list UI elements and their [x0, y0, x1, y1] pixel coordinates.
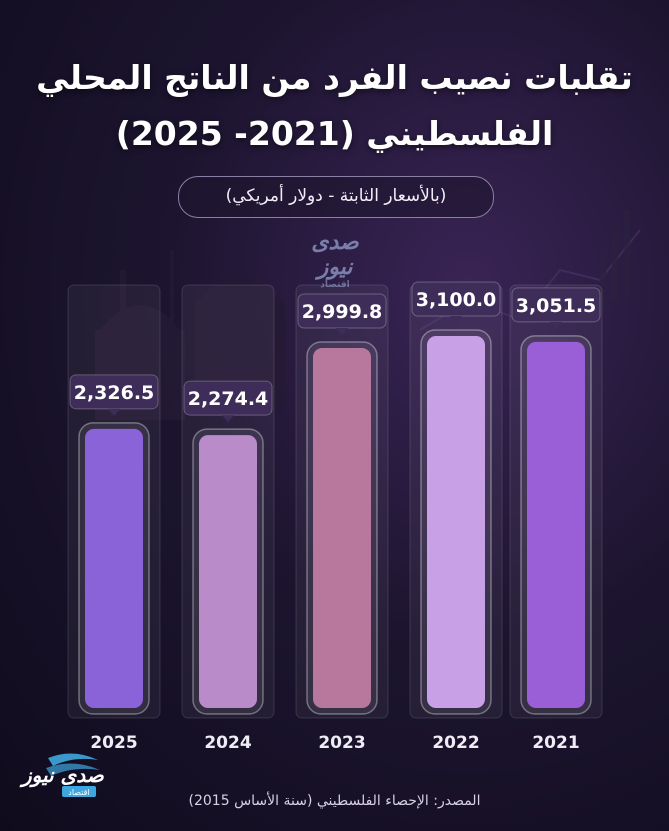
x-tick-2025: 2025: [90, 733, 137, 753]
chart-subtitle: (بالأسعار الثابتة - دولار أمريكي): [178, 176, 494, 218]
bar-2024: [199, 435, 257, 708]
x-tick-2021: 2021: [532, 733, 579, 753]
watermark-logo: صدى نيوز اقتصاد: [295, 230, 375, 290]
x-tick-2022: 2022: [432, 733, 479, 753]
value-label-2024: 2,274.4: [188, 388, 269, 410]
brand-logo-name: صدى نيوز: [19, 763, 104, 788]
watermark-logo-name: صدى نيوز: [311, 230, 359, 280]
value-label-pointer: [108, 408, 120, 416]
value-label-2021: 3,051.5: [516, 295, 597, 317]
value-label-pointer: [550, 321, 562, 329]
bar-2023: [313, 348, 371, 708]
bar-2022: [427, 336, 485, 708]
bar-2025: [85, 428, 143, 708]
x-tick-labels: 2025 2024 2023 2022 2021: [90, 733, 579, 753]
value-label-2022: 3,100.0: [416, 289, 497, 311]
brand-logo-tag: اقتصاد: [68, 788, 89, 797]
watermark-logo-tag: اقتصاد: [295, 280, 375, 290]
bar-2021: [527, 341, 585, 708]
x-tick-2023: 2023: [318, 733, 365, 753]
brand-logo-icon: [48, 753, 98, 766]
bars: [78, 329, 592, 715]
value-label-2025: 2,326.5: [74, 382, 155, 404]
chart-title: تقلبات نصيب الفرد من الناتج المحلي الفلس…: [0, 50, 669, 162]
brand-logo: صدى نيوز اقتصاد: [19, 753, 104, 797]
value-label-pointer: [450, 316, 462, 323]
chart-title-line2: الفلسطيني (2021- 2025): [115, 114, 554, 153]
value-label-2023: 2,999.8: [302, 301, 383, 323]
value-label-pointer: [336, 328, 348, 336]
source-note: المصدر: الإحصاء الفلسطيني (سنة الأساس 20…: [188, 793, 481, 809]
value-label-pointer: [222, 415, 234, 423]
x-tick-2024: 2024: [204, 733, 251, 753]
chart-title-line1: تقلبات نصيب الفرد من الناتج المحلي: [36, 58, 633, 97]
value-labels: 2,326.5 2,274.4 2,999.8 3,100.0 3,051.5: [69, 281, 601, 423]
